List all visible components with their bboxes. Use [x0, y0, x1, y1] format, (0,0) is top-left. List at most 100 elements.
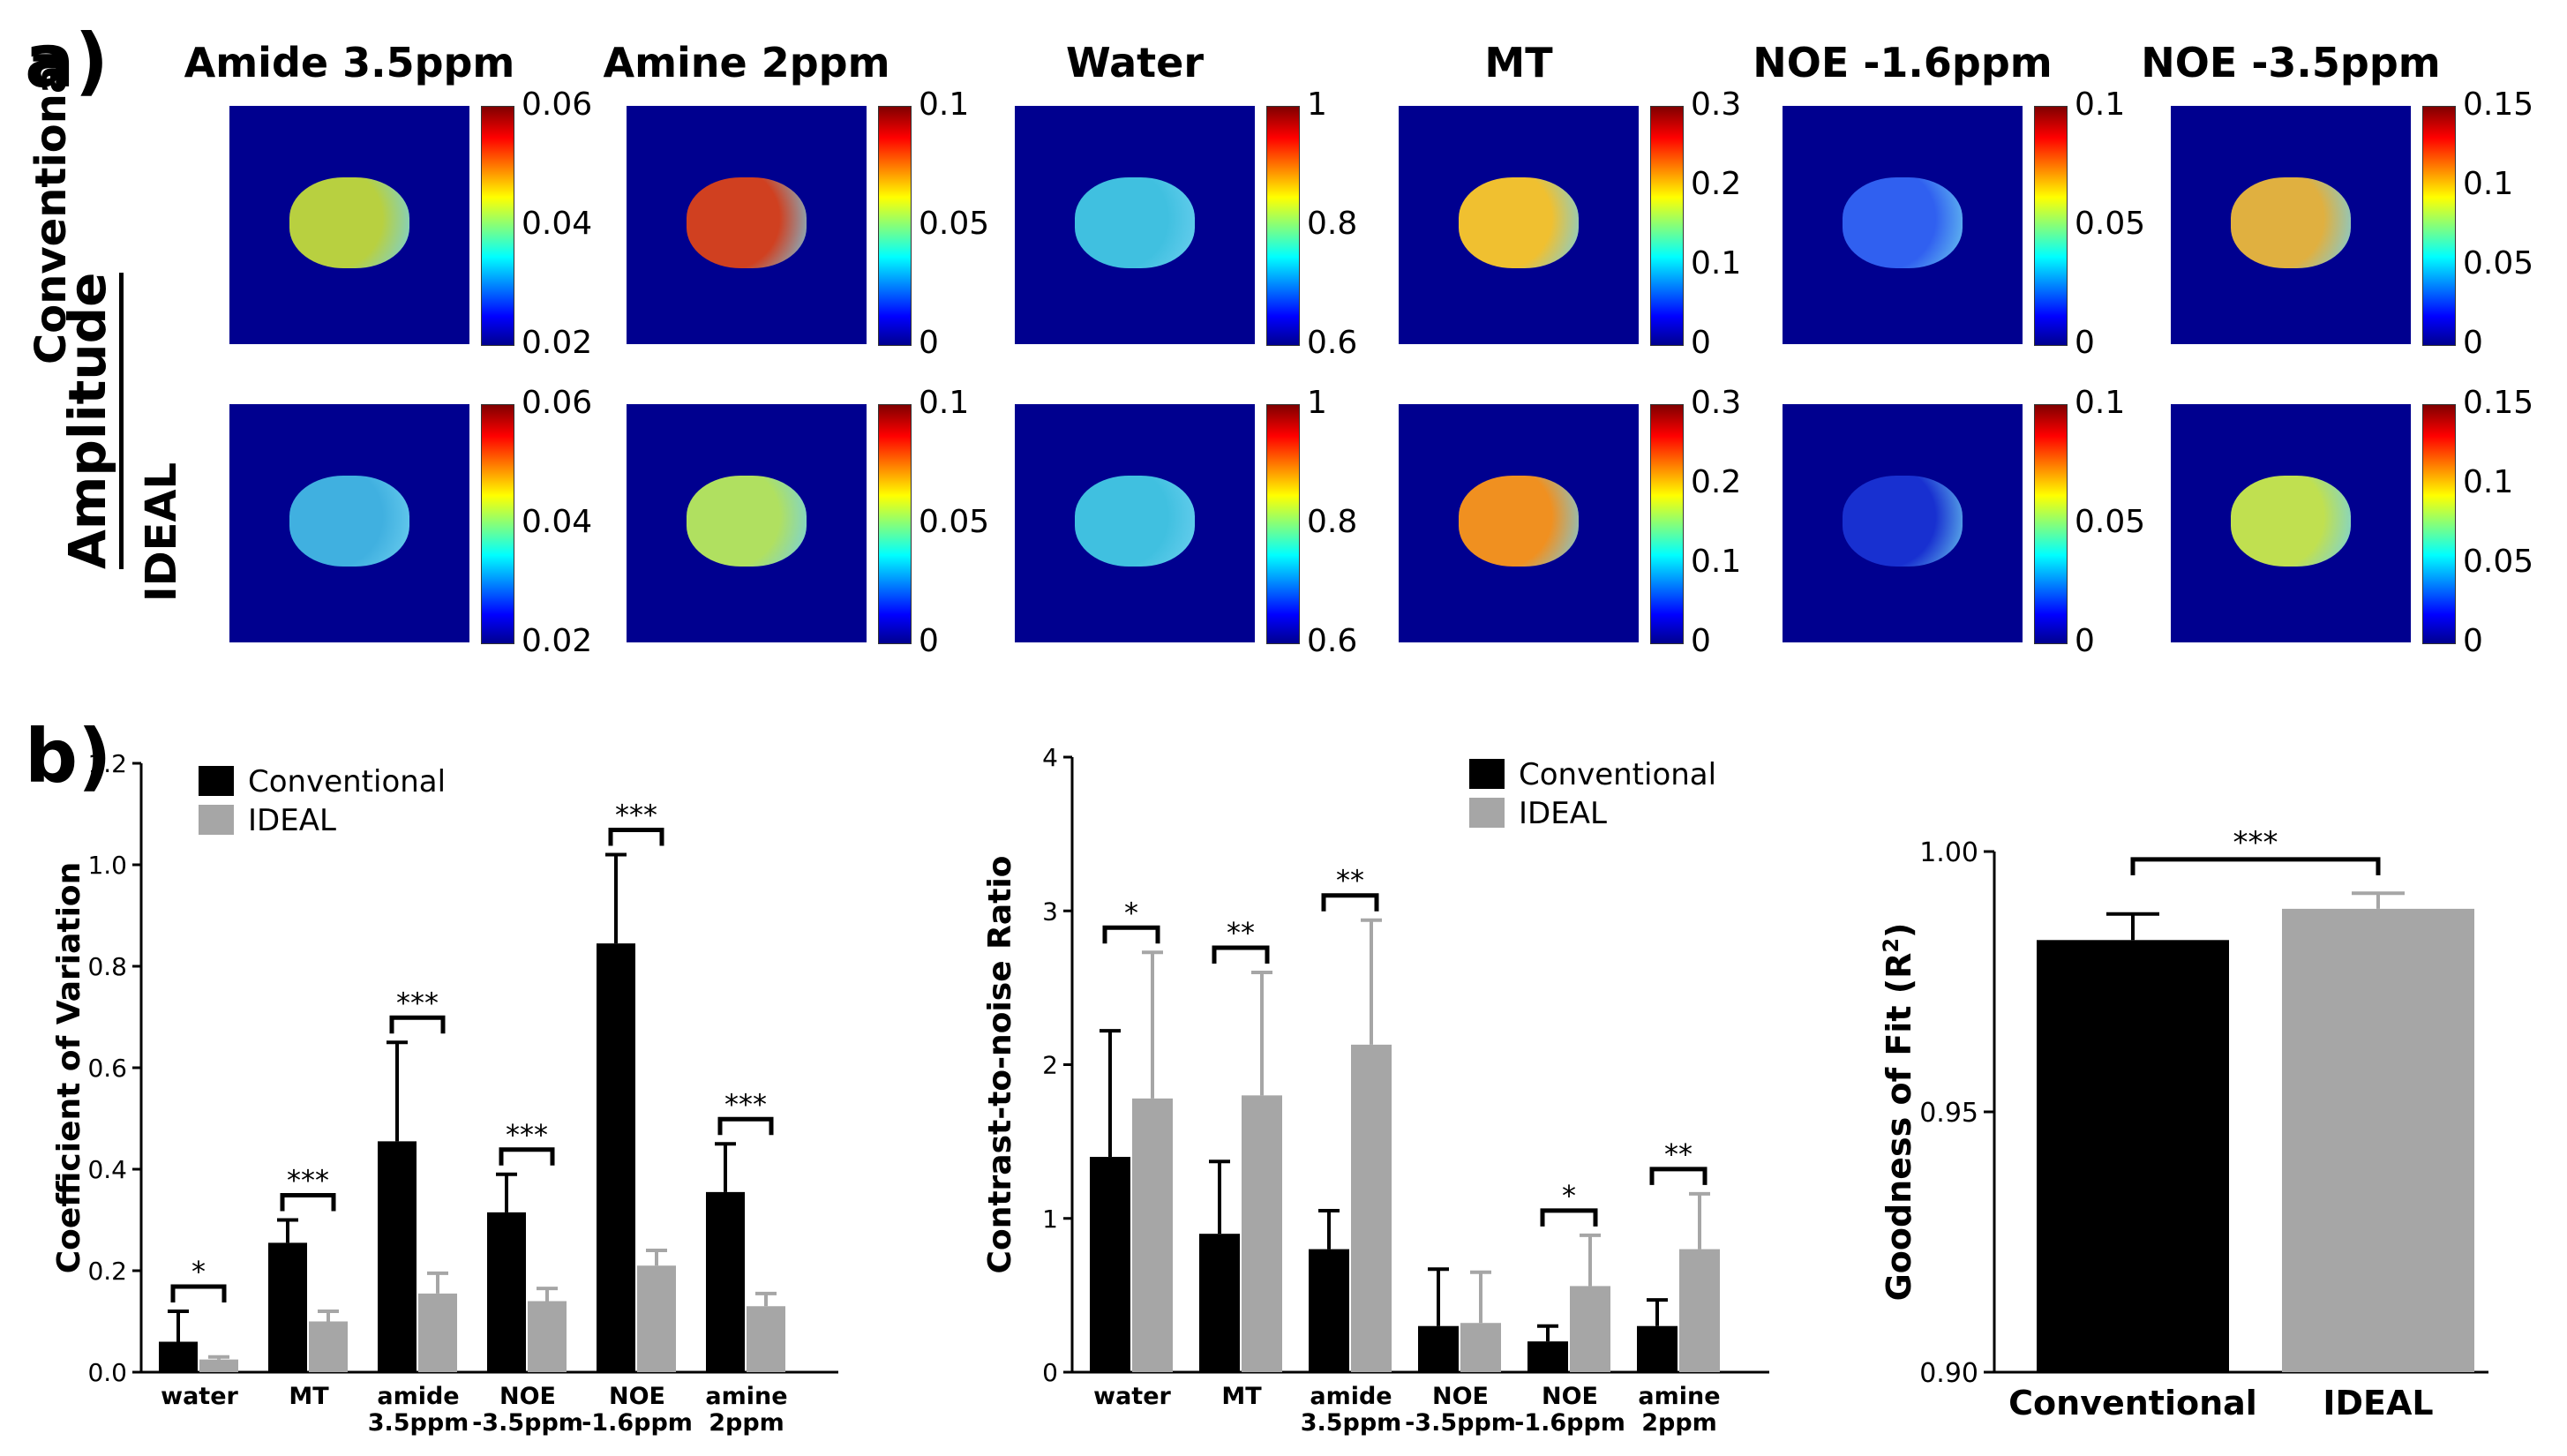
colorbar-tick-label: 0 [919, 623, 939, 659]
significance-bracket [608, 828, 664, 846]
bar [487, 1212, 526, 1372]
parameter-map [229, 106, 469, 344]
map-grid: Amide 3.5ppm 0.06 0.04 0.02 0.06 0.04 0.02 Amin… [0, 0, 2567, 662]
colorbar [1266, 404, 1300, 644]
legend-swatch [1469, 798, 1505, 828]
x-tick-label: 2ppm [709, 1409, 784, 1437]
x-tick-label: 3.5ppm [368, 1409, 469, 1437]
bar [1637, 1325, 1678, 1372]
bar [528, 1301, 567, 1372]
brain-slice [687, 177, 807, 268]
colorbar [481, 106, 514, 346]
brain-slice [1459, 476, 1579, 567]
significance-marker: *** [287, 1164, 329, 1197]
colorbar-tick-label: 0.06 [522, 385, 593, 421]
colorbar-tick-label: 0.1 [919, 86, 970, 123]
brain-slice [1843, 177, 1963, 268]
colorbar-tick-label: 0.6 [1307, 623, 1358, 659]
colorbar-tick-label: 0.1 [1691, 245, 1742, 281]
x-tick-label: MT [1221, 1383, 1262, 1410]
colorbar [878, 404, 912, 644]
colorbar-tick-label: 0 [2463, 325, 2483, 361]
bar [1090, 1157, 1130, 1372]
colorbar-tick-label: 0.05 [919, 206, 990, 242]
colorbar [878, 106, 912, 346]
column-title: Amide 3.5ppm [184, 39, 515, 86]
colorbar [2422, 404, 2456, 644]
significance-bracket [1321, 893, 1379, 912]
x-tick-label: Conventional [2008, 1384, 2257, 1422]
bar [268, 1242, 307, 1372]
x-tick-label: amide [377, 1383, 459, 1410]
y-axis-label: Contrast-to-noise Ratio [982, 856, 1018, 1274]
y-tick-label: 1.00 [1919, 837, 1978, 868]
bar [747, 1306, 785, 1372]
colorbar-tick-label: 0 [1691, 325, 1711, 361]
colorbar [2034, 404, 2068, 644]
colorbar-tick-label: 0.05 [2463, 245, 2534, 281]
significance-marker: *** [724, 1087, 767, 1121]
significance-bracket [170, 1284, 227, 1302]
colorbar-tick-label: 0.04 [522, 504, 593, 540]
colorbar-tick-label: 0 [1691, 623, 1711, 659]
y-tick-label: 0.2 [87, 1257, 127, 1286]
bar [159, 1341, 198, 1372]
colorbar-tick-label: 0 [2075, 623, 2095, 659]
x-tick-label: -3.5ppm [472, 1409, 583, 1437]
significance-bracket [2130, 857, 2381, 875]
bar [637, 1265, 676, 1372]
significance-bracket [1649, 1167, 1708, 1185]
x-tick-label: 2ppm [1641, 1409, 1717, 1437]
significance-marker: * [191, 1255, 206, 1288]
cv-chart: 0.0 0.2 0.4 0.6 0.8 1.0 1.2 Coefficient of Vari… [51, 749, 838, 1437]
x-tick-label: -1.6ppm [582, 1409, 693, 1437]
colorbar-tick-label: 0.05 [2075, 504, 2146, 540]
parameter-map [1783, 404, 2023, 642]
legend-swatch [199, 805, 234, 835]
y-tick-label: 0.0 [87, 1358, 127, 1387]
x-tick-label: -3.5ppm [1405, 1409, 1516, 1437]
colorbar-tick-label: 0.6 [1307, 325, 1358, 361]
x-tick-label: amine [1638, 1383, 1720, 1410]
colorbar-tick-label: 0.1 [2075, 86, 2126, 123]
colorbar-tick-label: 1 [1307, 385, 1327, 421]
brain-slice [1075, 476, 1195, 567]
significance-marker: *** [506, 1118, 548, 1152]
parameter-map [2171, 404, 2411, 642]
x-tick-label: -1.6ppm [1514, 1409, 1625, 1437]
significance-bracket [1102, 925, 1160, 944]
bar [378, 1141, 417, 1372]
colorbar-tick-label: 0 [2463, 623, 2483, 659]
colorbar-tick-label: 0.1 [919, 385, 970, 421]
y-tick-label: 0.6 [87, 1054, 127, 1083]
legend-swatch [1469, 759, 1505, 789]
column-title: Amine 2ppm [603, 39, 890, 86]
legend-label: Conventional [1519, 757, 1716, 792]
significance-marker: ** [1336, 864, 1364, 897]
x-tick-label: IDEAL [2323, 1384, 2433, 1422]
parameter-map [627, 106, 867, 344]
colorbar-tick-label: 0.1 [1691, 544, 1742, 580]
significance-bracket [280, 1193, 336, 1212]
significance-bracket [499, 1147, 555, 1166]
colorbar-tick-label: 0.8 [1307, 504, 1358, 540]
legend-swatch [199, 766, 234, 796]
y-tick-label: 2 [1042, 1051, 1058, 1080]
y-axis-label: Goodness of Fit (R2) [1879, 923, 1918, 1302]
column-title: NOE -3.5ppm [2141, 39, 2441, 86]
significance-bracket [717, 1116, 774, 1136]
bar [1199, 1234, 1240, 1372]
bar [2037, 940, 2229, 1372]
x-tick-label: amide [1310, 1383, 1392, 1410]
x-tick-label: NOE [1432, 1383, 1489, 1410]
colorbar-tick-label: 0.06 [522, 86, 593, 123]
brain-slice [1459, 177, 1579, 268]
colorbar-tick-label: 0.3 [1691, 86, 1742, 123]
parameter-map [229, 404, 469, 642]
x-tick-label: water [1093, 1383, 1171, 1410]
legend-label: IDEAL [248, 803, 336, 838]
colorbar-tick-label: 0.02 [522, 325, 593, 361]
colorbar-tick-label: 0.2 [1691, 166, 1742, 202]
legend-label: Conventional [248, 764, 446, 799]
gof-chart: 0.90 0.95 1.00 Goodness of Fit (R2) Conventi… [1879, 825, 2488, 1422]
